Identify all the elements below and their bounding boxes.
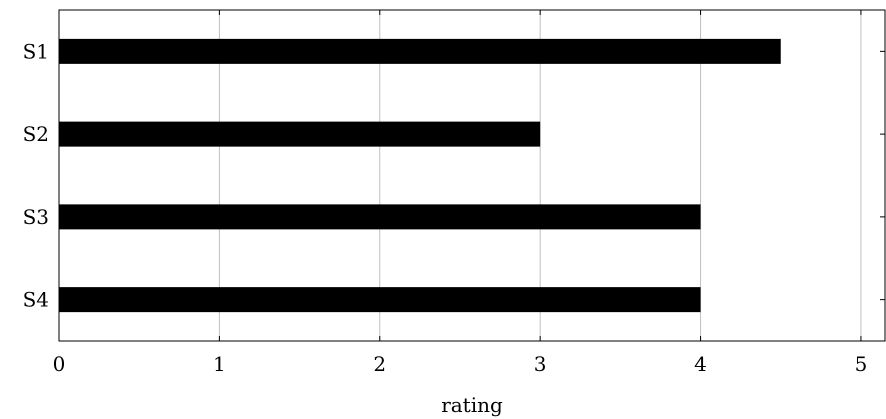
bars xyxy=(59,38,781,313)
plot-frame xyxy=(58,9,886,342)
x-tick-label-2: 2 xyxy=(373,352,386,376)
bar-s2 xyxy=(59,121,541,147)
x-tick-label-5: 5 xyxy=(855,352,868,376)
grid-lines xyxy=(218,10,862,341)
category-label-s3: S3 xyxy=(23,205,49,229)
bar-s3 xyxy=(59,204,701,230)
x-tick-label-0: 0 xyxy=(53,352,66,376)
x-tick-label-4: 4 xyxy=(694,352,707,376)
x-axis-label: rating xyxy=(441,393,503,417)
bar-s4 xyxy=(59,287,701,313)
y-axis-category-labels: S1 S2 S3 S4 xyxy=(23,39,885,312)
category-label-s4: S4 xyxy=(23,288,49,312)
x-tick-label-3: 3 xyxy=(534,352,547,376)
category-label-s2: S2 xyxy=(23,122,49,146)
x-axis-ticks: 0 1 2 3 4 5 xyxy=(53,10,868,376)
x-tick-label-1: 1 xyxy=(213,352,226,376)
category-label-s1: S1 xyxy=(23,39,49,63)
bar-s1 xyxy=(59,38,781,64)
